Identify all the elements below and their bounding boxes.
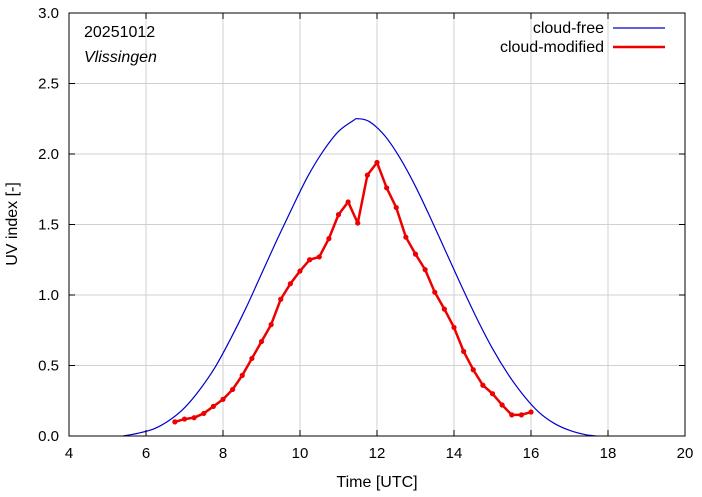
data-point-cloud-modified — [403, 234, 409, 240]
data-point-cloud-modified — [201, 410, 207, 417]
y-tick-label: 2.0 — [38, 146, 59, 163]
data-point-cloud-modified — [335, 212, 342, 218]
axis-ticks: 4 6 8 10 12 14 16 18 20 0.0 0.5 1.0 1.5 2.0 2.5 3.0 — [38, 5, 693, 462]
data-point-cloud-modified — [268, 322, 274, 328]
plot-series — [122, 117, 597, 437]
data-point-cloud-modified — [480, 382, 486, 388]
grid — [69, 13, 685, 436]
data-point-cloud-modified — [191, 415, 197, 421]
data-point-cloud-modified — [316, 254, 322, 260]
y-axis-title: UV index [-] — [4, 182, 21, 266]
x-tick-label: 10 — [292, 445, 309, 462]
data-point-cloud-modified — [422, 267, 428, 273]
data-point-cloud-modified — [287, 281, 293, 287]
x-tick-label: 6 — [142, 445, 150, 462]
data-point-cloud-modified — [278, 296, 284, 302]
data-point-cloud-modified — [393, 204, 399, 211]
data-point-cloud-modified — [432, 289, 438, 295]
y-tick-label: 0.5 — [38, 358, 59, 375]
location-label: Vlissingen — [84, 49, 157, 66]
y-tick-label: 3.0 — [38, 5, 59, 22]
x-tick-label: 12 — [369, 445, 386, 462]
data-point-cloud-modified — [374, 159, 380, 166]
data-point-cloud-modified — [489, 391, 496, 397]
data-point-cloud-modified — [210, 403, 216, 409]
x-tick-label: 14 — [446, 445, 463, 462]
x-tick-label: 18 — [600, 445, 617, 462]
data-point-cloud-modified — [528, 409, 534, 415]
y-tick-label: 1.0 — [38, 287, 59, 304]
series-line-cloud-modified — [174, 161, 532, 424]
data-point-cloud-modified — [384, 185, 390, 191]
legend: cloud-free cloud-modified — [500, 20, 665, 56]
data-point-cloud-modified — [518, 412, 524, 418]
data-point-cloud-modified — [451, 324, 457, 331]
y-tick-label: 2.5 — [38, 76, 59, 93]
y-tick-label: 1.5 — [38, 217, 59, 234]
series-line-cloud-free — [122, 117, 597, 437]
x-axis-title: Time [UTC] — [336, 474, 417, 491]
data-point-cloud-modified — [181, 416, 188, 422]
legend-label-cloud-modified: cloud-modified — [500, 39, 604, 56]
data-point-cloud-modified — [239, 372, 245, 378]
x-tick-label: 8 — [219, 445, 227, 462]
x-tick-label: 4 — [65, 445, 73, 462]
data-point-cloud-modified — [499, 402, 505, 408]
x-tick-label: 20 — [677, 445, 694, 462]
data-point-cloud-modified — [355, 220, 361, 226]
data-point-cloud-modified — [297, 268, 303, 274]
data-point-cloud-modified — [441, 306, 447, 312]
data-point-cloud-modified — [220, 396, 226, 402]
data-point-cloud-modified — [258, 338, 265, 345]
data-point-cloud-modified — [172, 419, 178, 425]
data-point-cloud-modified — [249, 355, 255, 362]
date-label: 20251012 — [84, 24, 155, 41]
y-tick-label: 0.0 — [38, 428, 59, 445]
data-point-cloud-modified — [364, 172, 370, 178]
data-point-cloud-modified — [412, 251, 419, 257]
data-point-cloud-modified — [307, 257, 313, 263]
legend-label-cloud-free: cloud-free — [533, 20, 604, 37]
data-point-cloud-modified — [326, 236, 332, 242]
data-point-cloud-modified — [470, 367, 476, 373]
data-point-cloud-modified — [509, 412, 515, 418]
data-point-cloud-modified — [345, 199, 351, 205]
data-point-cloud-modified — [230, 386, 236, 393]
x-tick-label: 16 — [523, 445, 540, 462]
data-point-cloud-modified — [461, 348, 467, 354]
